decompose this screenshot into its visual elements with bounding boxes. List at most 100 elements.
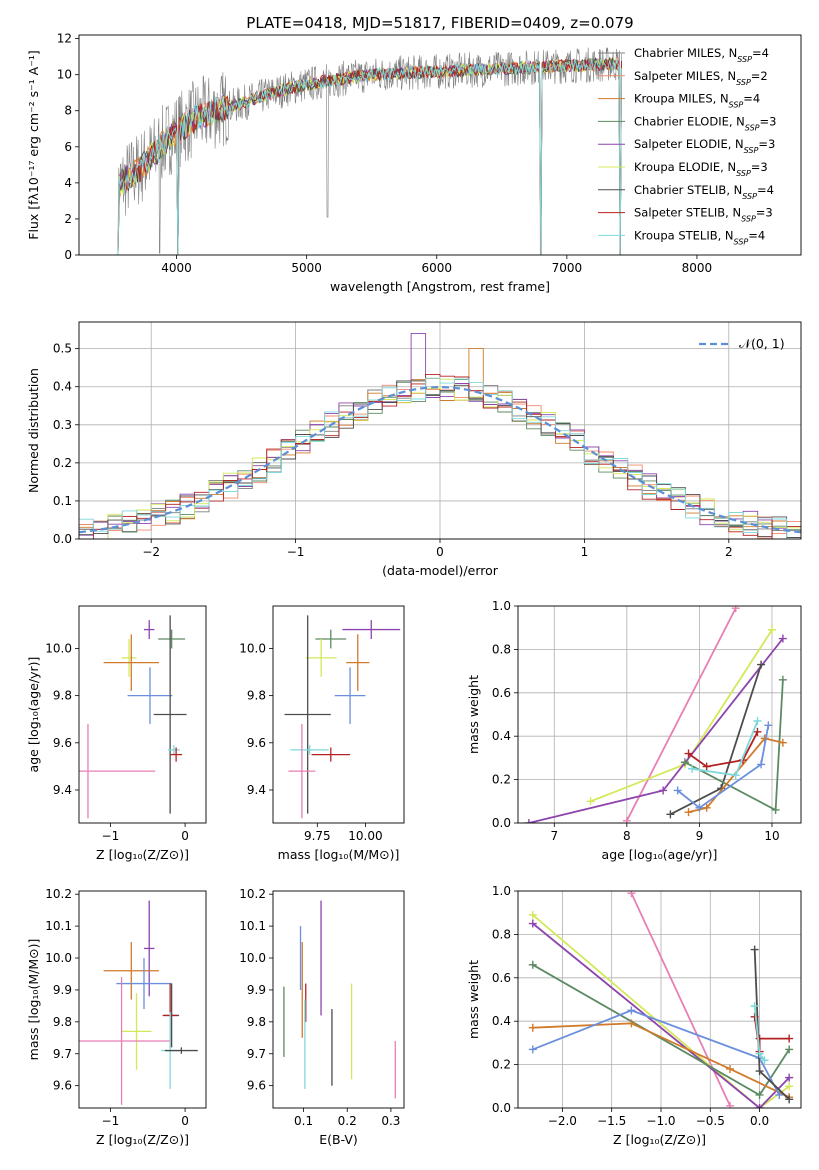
y-tick-label: 0.2 (53, 456, 72, 470)
weight-marker (750, 945, 759, 954)
histogram-step (107, 378, 801, 539)
y-tick-label: 9.8 (247, 689, 266, 703)
weight-marker (627, 1006, 636, 1015)
y-tick-label: 10.2 (239, 887, 266, 901)
plot-area (284, 615, 401, 819)
y-tick-label: 9.4 (247, 783, 266, 797)
y-tick-label: 10.0 (239, 951, 266, 965)
age-vs-metallicity-axes: −1 0 9.4 9.6 9.8 10.0 Z [log₁₀(Z/Z⊙)] age [log₁… (26, 605, 207, 862)
y-tick-label: 1.0 (492, 599, 511, 613)
weight-marker (528, 1045, 537, 1054)
legend-tail: =3 (751, 160, 768, 174)
x-tick-label: 0 (181, 829, 189, 843)
weight-marker (622, 816, 631, 823)
weight-marker (753, 727, 762, 736)
legend-tail: =4 (748, 228, 765, 242)
mass-vs-extinction-axes: 0.1 0.2 0.3 9.6 9.7 9.8 9.9 10.0 10.1 10.2 E(B-V) (239, 887, 405, 1147)
legend-label: Chabrier ELODIE, NSSP=3 (634, 114, 776, 131)
legend-tail: =4 (757, 183, 774, 197)
x-axis-label: E(B-V) (319, 1132, 358, 1147)
x-tick-label: 0 (436, 545, 444, 559)
y-tick-label: 6 (64, 140, 72, 154)
x-tick-label: 0.1 (294, 1114, 313, 1128)
legend-label: Kroupa STELIB, NSSP=4 (634, 228, 765, 246)
y-tick-label: 9.6 (53, 1079, 72, 1093)
y-tick-label: 0.4 (492, 729, 511, 743)
x-tick-label: 0.2 (338, 1114, 357, 1128)
y-tick-label: 9.9 (247, 983, 266, 997)
spectrum-title: PLATE=0418, MJD=51817, FIBERID=0409, z=0… (246, 14, 633, 32)
weight-marker (688, 764, 697, 773)
x-axis-label: wavelength [Angstrom, rest frame] (330, 279, 550, 294)
weight-marker (666, 810, 675, 819)
spectrum-line (116, 58, 622, 255)
y-tick-label: 10.0 (45, 951, 72, 965)
weight-marker (528, 960, 537, 969)
y-axis-label: age [log₁₀(age/yr)] (26, 657, 41, 773)
weight-marker (753, 717, 762, 726)
weight-marker (586, 797, 595, 806)
plot-area (524, 606, 787, 823)
weight-line (625, 607, 737, 822)
weight-marker (524, 819, 533, 823)
axes-frame (78, 34, 802, 256)
histogram-step (79, 377, 788, 539)
legend-sub: SSP (737, 55, 752, 64)
legend-tail: =4 (752, 46, 769, 60)
legend-label: 𝒩(0, 1) (739, 336, 785, 351)
weight-marker (757, 660, 766, 669)
legend-label: Chabrier STELIB, NSSP=4 (634, 183, 774, 201)
x-axis-label: age [log₁₀(age/yr)] (602, 847, 718, 862)
y-axis-label: mass weight (466, 675, 481, 754)
weight-marker (760, 1056, 769, 1065)
weight-marker (778, 675, 787, 684)
spectrum-line (116, 58, 622, 255)
weight-marker (755, 1090, 764, 1099)
x-tick-label: −1.0 (646, 1114, 675, 1128)
y-tick-label: 12 (57, 32, 72, 46)
legend-label: Kroupa ELODIE, NSSP=3 (634, 160, 768, 178)
weight-marker (757, 760, 766, 769)
weight-marker (684, 808, 693, 817)
x-tick-label: −2 (142, 545, 160, 559)
x-tick-label: 7000 (552, 261, 583, 275)
plot-area (528, 891, 794, 1108)
y-tick-label: 9.8 (53, 1015, 72, 1029)
y-tick-label: 0.3 (53, 418, 72, 432)
x-tick-label: 0.3 (381, 1114, 400, 1128)
legend-sub: SSP (736, 77, 751, 86)
x-axis-label: (data-model)/error (382, 563, 499, 578)
y-tick-label: 9.6 (53, 736, 72, 750)
legend-tail: =3 (760, 114, 777, 128)
x-tick-label: −1 (102, 1114, 120, 1128)
y-tick-label: 10.1 (45, 919, 72, 933)
legend-tail: =4 (743, 92, 760, 106)
x-tick-label: 7 (550, 829, 558, 843)
y-tick-label: 0.1 (53, 494, 72, 508)
weight-marker (778, 738, 787, 747)
y-axis-label: mass [log₁₀(M/M⊙)] (26, 939, 41, 1061)
legend-sub: SSP (745, 123, 760, 132)
x-tick-label: 9 (696, 829, 704, 843)
weight-marker (755, 1104, 764, 1108)
y-tick-label: 9.8 (247, 1015, 266, 1029)
spectrum-axes: 4000 5000 6000 7000 8000 0 2 4 6 8 10 12 wavelength … (26, 32, 802, 294)
legend-tail: =2 (751, 69, 768, 83)
legend-sub: SSP (734, 237, 749, 246)
x-tick-label: 2 (725, 545, 733, 559)
y-tick-label: 10.0 (45, 641, 72, 655)
y-tick-label: 0.4 (53, 380, 72, 394)
legend-sub: SSP (729, 100, 744, 109)
y-tick-label: 8 (64, 104, 72, 118)
weight-marker (771, 805, 780, 814)
y-tick-label: 10.2 (45, 887, 72, 901)
weight-marker (755, 1067, 764, 1076)
weight-marker (767, 625, 776, 634)
axes-frame (272, 605, 405, 824)
legend-label: Salpeter MILES, NSSP=2 (634, 69, 768, 87)
legend-sub: SSP (742, 191, 757, 200)
x-tick-label: 1 (581, 545, 589, 559)
y-tick-label: 9.8 (53, 689, 72, 703)
